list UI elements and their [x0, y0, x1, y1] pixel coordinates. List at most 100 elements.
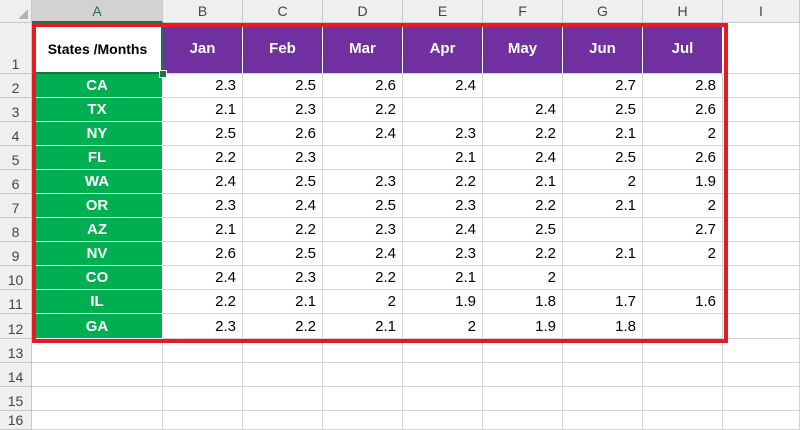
- value-cell[interactable]: 2: [403, 314, 483, 339]
- value-cell[interactable]: 2.6: [243, 122, 323, 146]
- cell-e16[interactable]: [403, 411, 483, 430]
- cell-i5[interactable]: [723, 146, 800, 170]
- row-header-6[interactable]: 6: [0, 170, 32, 194]
- cell-c13[interactable]: [243, 339, 323, 363]
- state-cell[interactable]: GA: [32, 314, 163, 339]
- value-cell[interactable]: 2.4: [403, 74, 483, 98]
- value-cell[interactable]: 2.6: [643, 98, 723, 122]
- cell-a16[interactable]: [32, 411, 163, 430]
- row-header-11[interactable]: 11: [0, 290, 32, 314]
- value-cell[interactable]: 1.6: [643, 290, 723, 314]
- value-cell[interactable]: [563, 218, 643, 242]
- value-cell[interactable]: 2.3: [163, 194, 243, 218]
- value-cell[interactable]: [403, 98, 483, 122]
- value-cell[interactable]: 2.5: [243, 242, 323, 266]
- cell-g14[interactable]: [563, 363, 643, 387]
- month-header[interactable]: Jun: [563, 23, 643, 74]
- month-header[interactable]: May: [483, 23, 563, 74]
- column-header-d[interactable]: D: [323, 0, 403, 23]
- cell-i12[interactable]: [723, 314, 800, 339]
- value-cell[interactable]: 2.5: [483, 218, 563, 242]
- row-header-8[interactable]: 8: [0, 218, 32, 242]
- column-header-e[interactable]: E: [403, 0, 483, 23]
- state-cell[interactable]: FL: [32, 146, 163, 170]
- row-header-10[interactable]: 10: [0, 266, 32, 290]
- row-header-7[interactable]: 7: [0, 194, 32, 218]
- cell-d13[interactable]: [323, 339, 403, 363]
- value-cell[interactable]: 2.4: [163, 170, 243, 194]
- value-cell[interactable]: 2.3: [243, 146, 323, 170]
- header-states-months[interactable]: States /Months: [32, 23, 163, 74]
- cell-d14[interactable]: [323, 363, 403, 387]
- value-cell[interactable]: 2.4: [323, 122, 403, 146]
- value-cell[interactable]: 2.4: [243, 194, 323, 218]
- value-cell[interactable]: 2.4: [163, 266, 243, 290]
- value-cell[interactable]: 2.4: [483, 98, 563, 122]
- value-cell[interactable]: 2.2: [243, 218, 323, 242]
- value-cell[interactable]: 2.1: [243, 290, 323, 314]
- value-cell[interactable]: 2.3: [243, 266, 323, 290]
- cell-i2[interactable]: [723, 74, 800, 98]
- value-cell[interactable]: 2.3: [243, 98, 323, 122]
- value-cell[interactable]: 2.1: [403, 266, 483, 290]
- fill-handle[interactable]: [159, 70, 167, 78]
- column-header-f[interactable]: F: [483, 0, 563, 23]
- value-cell[interactable]: 2.3: [403, 122, 483, 146]
- month-header[interactable]: Mar: [323, 23, 403, 74]
- row-header-16[interactable]: 16: [0, 411, 32, 430]
- row-header-5[interactable]: 5: [0, 146, 32, 170]
- cell-h13[interactable]: [643, 339, 723, 363]
- cell-e13[interactable]: [403, 339, 483, 363]
- cell-h14[interactable]: [643, 363, 723, 387]
- cell-f13[interactable]: [483, 339, 563, 363]
- cell-f15[interactable]: [483, 387, 563, 411]
- state-cell[interactable]: OR: [32, 194, 163, 218]
- value-cell[interactable]: 2.3: [163, 314, 243, 339]
- value-cell[interactable]: 2.6: [163, 242, 243, 266]
- month-header[interactable]: Jan: [163, 23, 243, 74]
- cell-i6[interactable]: [723, 170, 800, 194]
- value-cell[interactable]: 2.2: [243, 314, 323, 339]
- cell-c14[interactable]: [243, 363, 323, 387]
- cell-f16[interactable]: [483, 411, 563, 430]
- value-cell[interactable]: 2.2: [163, 290, 243, 314]
- state-cell[interactable]: CO: [32, 266, 163, 290]
- value-cell[interactable]: 2.1: [403, 146, 483, 170]
- row-header-4[interactable]: 4: [0, 122, 32, 146]
- value-cell[interactable]: 2.6: [323, 74, 403, 98]
- value-cell[interactable]: 2.4: [323, 242, 403, 266]
- cell-i16[interactable]: [723, 411, 800, 430]
- value-cell[interactable]: 1.8: [483, 290, 563, 314]
- value-cell[interactable]: 2: [483, 266, 563, 290]
- value-cell[interactable]: 2.2: [323, 98, 403, 122]
- value-cell[interactable]: 1.9: [643, 170, 723, 194]
- cell-g13[interactable]: [563, 339, 643, 363]
- cell-f14[interactable]: [483, 363, 563, 387]
- value-cell[interactable]: 2.3: [323, 170, 403, 194]
- value-cell[interactable]: 1.8: [563, 314, 643, 339]
- cell-i3[interactable]: [723, 98, 800, 122]
- cell-i15[interactable]: [723, 387, 800, 411]
- cell-b13[interactable]: [163, 339, 243, 363]
- value-cell[interactable]: 2.1: [563, 242, 643, 266]
- cell-a13[interactable]: [32, 339, 163, 363]
- value-cell[interactable]: 2: [643, 194, 723, 218]
- value-cell[interactable]: 2.3: [163, 74, 243, 98]
- value-cell[interactable]: [563, 266, 643, 290]
- cell-a15[interactable]: [32, 387, 163, 411]
- value-cell[interactable]: 2.7: [643, 218, 723, 242]
- value-cell[interactable]: 2.2: [483, 194, 563, 218]
- row-header-12[interactable]: 12: [0, 314, 32, 339]
- value-cell[interactable]: 2.1: [563, 122, 643, 146]
- value-cell[interactable]: 2.8: [643, 74, 723, 98]
- value-cell[interactable]: 2.5: [163, 122, 243, 146]
- cell-a14[interactable]: [32, 363, 163, 387]
- value-cell[interactable]: 2.6: [643, 146, 723, 170]
- value-cell[interactable]: 2.5: [243, 74, 323, 98]
- column-header-i[interactable]: I: [723, 0, 800, 23]
- column-header-h[interactable]: H: [643, 0, 723, 23]
- row-header-2[interactable]: 2: [0, 74, 32, 98]
- value-cell[interactable]: 2.5: [243, 170, 323, 194]
- value-cell[interactable]: 2.1: [563, 194, 643, 218]
- cell-c15[interactable]: [243, 387, 323, 411]
